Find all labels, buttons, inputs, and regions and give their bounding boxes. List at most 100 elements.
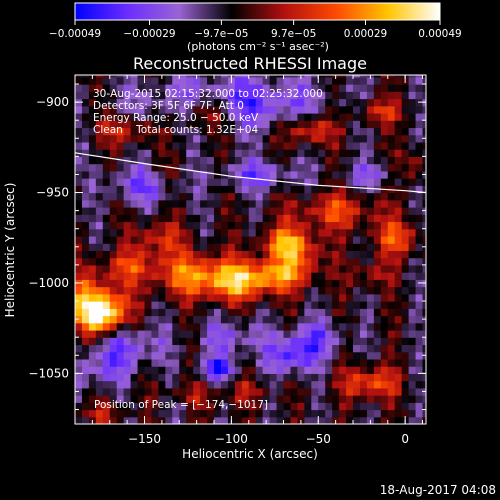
heatmap-cell bbox=[290, 127, 299, 136]
heatmap-cell bbox=[165, 221, 173, 230]
heatmap-cell bbox=[151, 207, 160, 215]
heatmap-cell bbox=[283, 141, 292, 150]
heatmap-cell bbox=[408, 358, 417, 367]
heatmap-cell bbox=[123, 235, 132, 244]
heatmap-cell bbox=[283, 373, 292, 382]
heatmap-cell bbox=[269, 293, 278, 302]
heatmap-cell bbox=[214, 127, 222, 136]
heatmap-cell bbox=[325, 315, 333, 324]
heatmap-cell bbox=[172, 163, 180, 172]
heatmap-cell bbox=[283, 308, 292, 317]
heatmap-cell bbox=[422, 373, 426, 382]
heatmap-cell bbox=[394, 402, 403, 411]
heatmap-cell bbox=[304, 250, 312, 259]
heatmap-cell bbox=[200, 308, 208, 317]
heatmap-cell bbox=[325, 366, 333, 374]
heatmap-cell bbox=[290, 243, 299, 251]
heatmap-cell bbox=[220, 293, 229, 302]
heatmap-cell bbox=[359, 395, 368, 403]
x-tick-label: 0 bbox=[401, 432, 409, 446]
heatmap-cell bbox=[394, 185, 403, 194]
heatmap-cell bbox=[380, 105, 389, 114]
heatmap-cell bbox=[373, 358, 382, 367]
heatmap-cell bbox=[116, 308, 125, 317]
heatmap-cell bbox=[172, 243, 180, 251]
heatmap-cell bbox=[95, 395, 104, 403]
heatmap-cell bbox=[137, 199, 146, 208]
heatmap-cell bbox=[359, 75, 368, 78]
heatmap-cell bbox=[241, 149, 250, 157]
heatmap-cell bbox=[75, 402, 83, 411]
heatmap-cell bbox=[373, 250, 382, 259]
heatmap-cell bbox=[109, 221, 118, 230]
heatmap-cell bbox=[283, 120, 292, 129]
heatmap-cell bbox=[214, 395, 222, 403]
heatmap-cell bbox=[269, 366, 278, 374]
heatmap-cell bbox=[109, 163, 118, 172]
heatmap-cell bbox=[394, 250, 403, 259]
heatmap-cell bbox=[380, 178, 389, 186]
heatmap-cell bbox=[207, 322, 215, 331]
heatmap-cell bbox=[172, 98, 180, 107]
heatmap-cell bbox=[387, 235, 396, 244]
heatmap-cell bbox=[144, 192, 153, 201]
heatmap-cell bbox=[88, 199, 97, 208]
heatmap-cell bbox=[297, 98, 305, 107]
heatmap-cell bbox=[75, 373, 83, 382]
heatmap-cell bbox=[200, 84, 208, 92]
heatmap-cell bbox=[373, 344, 382, 353]
heatmap-cell bbox=[290, 75, 299, 78]
heatmap-cell bbox=[415, 120, 424, 129]
heatmap-cell bbox=[81, 178, 90, 186]
heatmap-cell bbox=[172, 170, 180, 179]
heatmap-cell bbox=[200, 337, 208, 346]
heatmap-cell bbox=[304, 84, 312, 92]
heatmap-cell bbox=[137, 395, 146, 403]
heatmap-cell bbox=[165, 192, 173, 201]
heatmap-cell bbox=[137, 170, 146, 179]
heatmap-cell bbox=[290, 301, 299, 309]
heatmap-cell bbox=[248, 308, 257, 317]
heatmap-cell bbox=[401, 358, 410, 367]
heatmap-cell bbox=[325, 134, 333, 143]
solar-limb-curve bbox=[75, 152, 426, 194]
heatmap-cell bbox=[304, 156, 312, 165]
heatmap-cell bbox=[200, 178, 208, 186]
heatmap-cell bbox=[248, 76, 257, 85]
heatmap-cell bbox=[102, 293, 111, 302]
heatmap-cell bbox=[394, 156, 403, 165]
heatmap-cell bbox=[200, 207, 208, 215]
heatmap-cell bbox=[346, 387, 354, 396]
heatmap-cell bbox=[290, 76, 299, 85]
heatmap-cell bbox=[144, 257, 153, 266]
heatmap-cell bbox=[359, 264, 368, 273]
heatmap-cell bbox=[158, 344, 166, 353]
heatmap-cell bbox=[346, 98, 354, 107]
heatmap-cell bbox=[394, 366, 403, 374]
heatmap-cell bbox=[109, 272, 118, 280]
x-tick-label: −50 bbox=[306, 432, 331, 446]
heatmap-cell bbox=[311, 279, 319, 288]
heatmap-cell bbox=[359, 243, 368, 251]
heatmap-cell bbox=[241, 286, 250, 295]
heatmap-cell bbox=[262, 373, 271, 382]
heatmap-cell bbox=[394, 214, 403, 223]
heatmap-cell bbox=[234, 351, 243, 360]
heatmap-cell bbox=[186, 395, 194, 403]
heatmap-cell bbox=[255, 163, 264, 172]
heatmap-cell bbox=[366, 293, 375, 302]
heatmap-cell bbox=[227, 228, 236, 237]
heatmap-cell bbox=[220, 221, 229, 230]
heatmap-cell bbox=[88, 221, 97, 230]
heatmap-cell bbox=[200, 293, 208, 302]
heatmap-cell bbox=[276, 120, 285, 129]
heatmap-cell bbox=[109, 351, 118, 360]
heatmap-cell bbox=[123, 250, 132, 259]
heatmap-cell bbox=[408, 344, 417, 353]
heatmap-cell bbox=[151, 264, 160, 273]
heatmap-cell bbox=[311, 76, 319, 85]
heatmap-cell bbox=[241, 322, 250, 331]
heatmap-cell bbox=[234, 358, 243, 367]
heatmap-cell bbox=[353, 98, 361, 107]
heatmap-cell bbox=[207, 75, 215, 78]
